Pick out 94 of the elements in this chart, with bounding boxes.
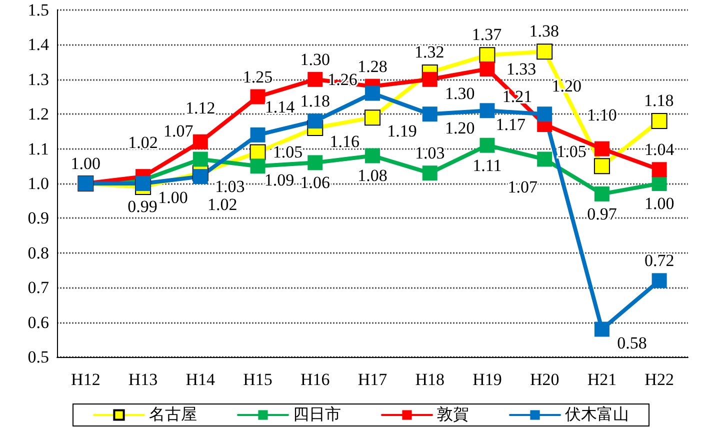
point <box>192 152 208 167</box>
data-label: 1.16 <box>330 132 360 151</box>
data-label: 1.06 <box>300 173 330 192</box>
point <box>651 113 668 130</box>
point <box>250 127 266 142</box>
data-label: 1.07 <box>508 178 538 197</box>
y-tick-label: 1.1 <box>28 139 49 158</box>
data-label: 1.28 <box>358 56 388 76</box>
data-label: 1.32 <box>414 42 444 62</box>
point <box>480 103 495 118</box>
data-label: 1.25 <box>242 67 273 86</box>
y-tick-label: 0.6 <box>28 312 49 332</box>
point <box>308 155 323 170</box>
y-tick-label: 1.3 <box>28 70 49 89</box>
point <box>594 141 610 156</box>
data-label: 0.97 <box>587 204 618 224</box>
point <box>594 186 610 202</box>
data-label: 1.03 <box>414 144 445 163</box>
point <box>136 176 151 191</box>
data-label: 1.05 <box>272 142 303 162</box>
data-label: 1.09 <box>264 170 294 190</box>
legend-label: 名古屋 <box>149 406 197 424</box>
data-label: 1.12 <box>186 98 216 118</box>
point <box>479 47 496 64</box>
data-label: 1.03 <box>215 177 245 196</box>
data-label: 0.99 <box>128 196 158 216</box>
point <box>250 158 266 174</box>
data-label: 1.17 <box>496 115 526 134</box>
point <box>365 86 380 101</box>
data-label: 1.00 <box>158 188 188 207</box>
data-label: 1.02 <box>128 133 158 152</box>
point <box>537 152 552 167</box>
legend-label: 敦賀 <box>437 406 469 424</box>
x-tick-label: H13 <box>128 370 158 389</box>
data-label: 1.30 <box>444 84 475 103</box>
x-tick-label: H16 <box>300 370 330 389</box>
data-label: 1.14 <box>264 97 296 116</box>
point <box>594 322 610 337</box>
x-tick-label: H19 <box>472 370 502 389</box>
data-label: 0.58 <box>617 334 647 353</box>
data-label: 1.00 <box>70 154 101 173</box>
y-tick-label: 1.4 <box>28 35 50 54</box>
data-label: 1.08 <box>358 166 388 186</box>
point <box>422 106 438 122</box>
point <box>308 72 323 87</box>
data-label: 1.04 <box>644 140 675 160</box>
point <box>192 134 208 150</box>
data-label: 1.05 <box>556 142 586 162</box>
data-label: 1.37 <box>472 25 502 44</box>
y-tick-label: 1.5 <box>28 0 49 20</box>
point <box>652 162 667 178</box>
x-tick-label: H14 <box>186 370 216 389</box>
data-label: 1.33 <box>506 59 536 78</box>
point <box>480 138 495 153</box>
legend-label: 四日市 <box>293 406 341 424</box>
data-label: 1.30 <box>300 50 330 69</box>
x-tick-label: H12 <box>71 370 100 389</box>
x-tick-label: H21 <box>587 370 617 389</box>
x-tick-label: H15 <box>243 370 272 389</box>
point <box>250 89 266 104</box>
point <box>480 61 495 76</box>
data-label: 1.18 <box>644 91 674 110</box>
data-label: 1.10 <box>587 105 617 124</box>
y-tick-label: 0.8 <box>28 243 49 262</box>
data-label: 1.07 <box>164 122 194 141</box>
point <box>192 169 208 184</box>
data-label: 1.00 <box>644 194 674 213</box>
y-tick-label: 0.9 <box>28 208 49 228</box>
data-label: 1.38 <box>529 22 559 41</box>
y-tick-label: 0.7 <box>28 278 50 298</box>
x-tick-label: H20 <box>530 370 560 389</box>
point <box>422 72 438 87</box>
data-label: 1.18 <box>300 92 330 111</box>
point <box>537 106 552 122</box>
point <box>652 273 667 288</box>
point <box>422 166 438 181</box>
legend-label: 伏木富山 <box>565 406 629 424</box>
data-label: 1.19 <box>387 122 417 141</box>
point <box>364 110 380 126</box>
data-label: 1.20 <box>444 118 475 138</box>
y-tick-label: 1.0 <box>28 174 49 193</box>
x-tick-label: H18 <box>415 370 445 389</box>
point <box>308 114 323 129</box>
point <box>594 158 610 174</box>
y-tick-label: 0.5 <box>28 348 49 366</box>
data-label: 1.02 <box>208 195 238 214</box>
point <box>365 148 380 164</box>
data-label: 1.11 <box>472 156 502 175</box>
y-tick-label: 1.2 <box>28 104 49 124</box>
x-tick-label: H17 <box>358 370 388 389</box>
point <box>536 44 553 60</box>
x-tick-label: H22 <box>644 370 674 389</box>
point <box>652 176 667 191</box>
data-label: 0.72 <box>644 251 674 270</box>
